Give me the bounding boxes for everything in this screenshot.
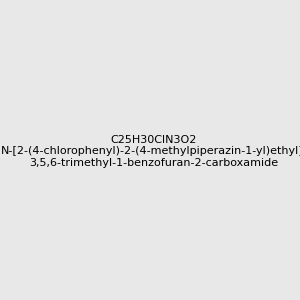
Text: C25H30ClN3O2
N-[2-(4-chlorophenyl)-2-(4-methylpiperazin-1-yl)ethyl]-
3,5,6-trime: C25H30ClN3O2 N-[2-(4-chlorophenyl)-2-(4-… [0, 135, 300, 168]
